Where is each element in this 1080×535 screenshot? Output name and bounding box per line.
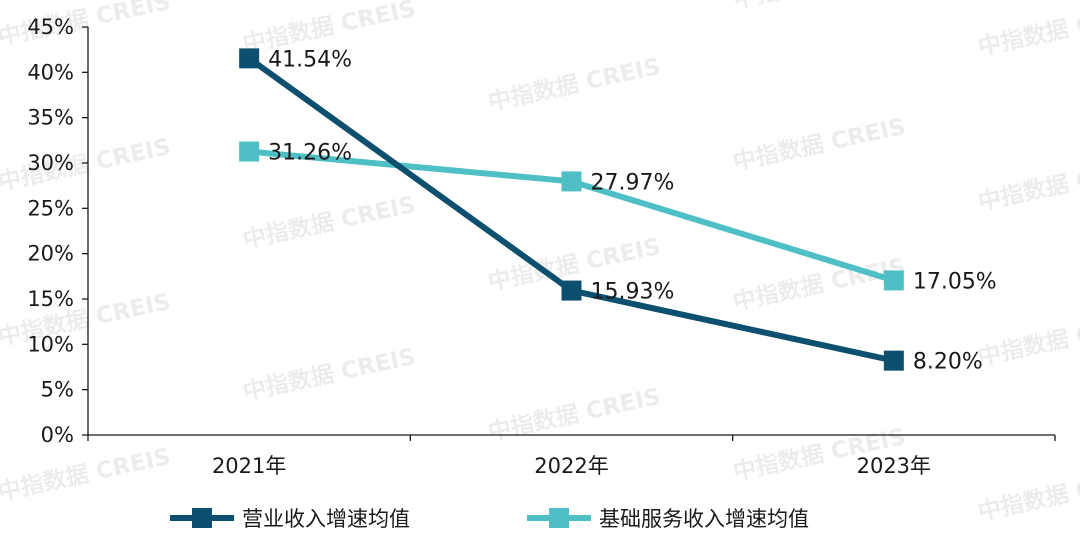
y-tick-label: 15% (27, 287, 74, 311)
watermark-text: 中指数据 CREIS (731, 114, 908, 176)
y-tick-label: 35% (27, 106, 74, 130)
watermark-text: 中指数据 CREIS (241, 192, 418, 254)
watermark-text: 中指数据 CREIS (976, 154, 1080, 216)
chart-legend: 营业收入增速均值 基础服务收入增速均值 (170, 507, 809, 531)
watermark-text: 中指数据 CREIS (976, 464, 1080, 526)
x-tick-label: 2021年 (212, 454, 286, 478)
legend-label-1: 营业收入增速均值 (242, 507, 410, 531)
series-2-data-label: 17.05% (913, 269, 997, 294)
series-2-data-label: 31.26% (268, 141, 352, 166)
series-1-data-label: 8.20% (913, 350, 983, 375)
series-1-marker (883, 350, 904, 371)
series-2-marker (883, 270, 904, 291)
legend-label-2: 基础服务收入增速均值 (599, 507, 809, 531)
series-2-data-label: 27.97% (591, 170, 675, 195)
watermark-text: 中指数据 CREIS (731, 254, 908, 316)
data-labels: 31.26% 27.97% 17.05% 41.54% 15.93% 8.20% (268, 47, 997, 374)
watermark-text: 中指数据 CREIS (241, 344, 418, 406)
legend-marker-2 (549, 508, 569, 528)
watermark-text: 中指数据 CREIS (0, 289, 173, 351)
y-tick-label: 5% (41, 378, 74, 402)
series-1-data-label: 41.54% (268, 47, 352, 72)
legend-marker-1 (192, 508, 212, 528)
watermark-text: 中指数据 CREIS (976, 0, 1080, 61)
chart-axes: 0% 5% 10% 15% 20% 25% 30% 35% 40% 45% 2021年 2022年 20… (27, 15, 1056, 478)
watermark-text: 中指数据 CREIS (0, 444, 173, 506)
series-2-marker (239, 141, 260, 162)
series-1-marker (239, 48, 260, 69)
series-1-marker (561, 280, 582, 301)
series-markers (239, 48, 904, 371)
series-1-data-label: 15.93% (591, 280, 675, 305)
x-tick-label: 2023年 (857, 454, 931, 478)
watermark-text: 中指数据 CREIS (976, 309, 1080, 371)
series-2-marker (561, 171, 582, 192)
watermark-text: 中指数据 CREIS (0, 134, 173, 196)
y-tick-label: 25% (27, 196, 74, 220)
watermark-text: 中指数据 CREIS (0, 0, 173, 51)
watermark-text: 中指数据 CREIS (486, 54, 663, 116)
y-tick-label: 20% (27, 242, 74, 266)
y-tick-label: 10% (27, 332, 74, 356)
y-tick-label: 40% (27, 60, 74, 84)
x-tick-label: 2022年 (534, 454, 608, 478)
watermark-text: 中指数据 CREIS (486, 384, 663, 446)
y-tick-label: 0% (41, 423, 74, 447)
y-tick-label: 45% (27, 15, 74, 39)
watermark-text: 中指数据 CREIS (731, 0, 908, 14)
y-tick-label: 30% (27, 151, 74, 175)
